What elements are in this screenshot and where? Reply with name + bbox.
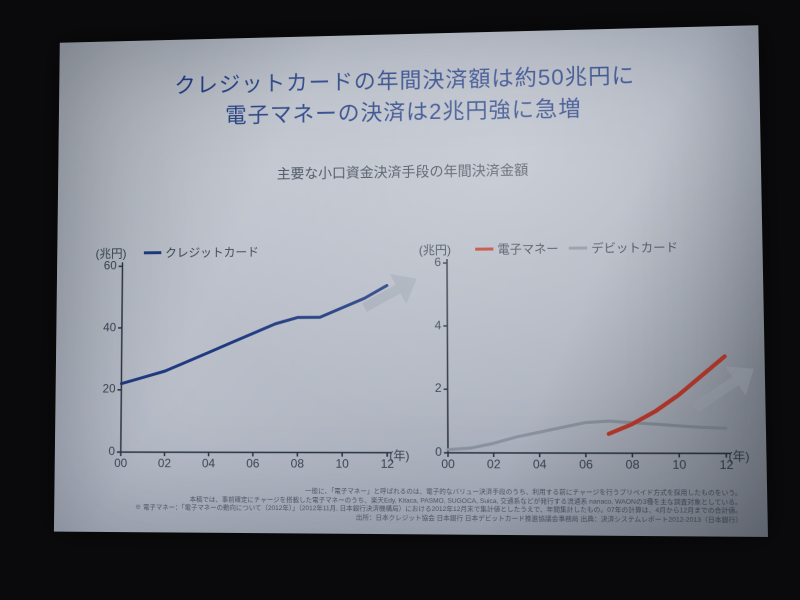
footnote: 一般に、「電子マネー」と呼ばれるのは、電子的なバリュー決済手段のうち、利用する前…: [77, 487, 742, 527]
left-chart-panel: (兆円)(年)クレジットカード020406000020406081012: [86, 234, 394, 477]
series-line: [448, 421, 726, 450]
chart-svg: [411, 230, 733, 479]
slide-title: クレジットカードの年間決済額は約50兆円に 電子マネーの決済は2兆円強に急増: [59, 55, 760, 133]
stage: クレジットカードの年間決済額は約50兆円に 電子マネーの決済は2兆円強に急増 主…: [0, 0, 800, 600]
chart-area: (兆円)(年)クレジットカード020406000020406081012 (兆円…: [86, 230, 733, 479]
slide-subtitle: 主要な小口資金決済手段の年間決済金額: [58, 156, 761, 187]
chart-svg: [86, 234, 394, 477]
series-line: [121, 285, 387, 383]
presentation-slide: クレジットカードの年間決済額は約50兆円に 電子マネーの決済は2兆円強に急増 主…: [54, 25, 768, 537]
right-chart-panel: (兆円)(年)電子マネーデビットカード024600020406081012: [411, 230, 733, 479]
